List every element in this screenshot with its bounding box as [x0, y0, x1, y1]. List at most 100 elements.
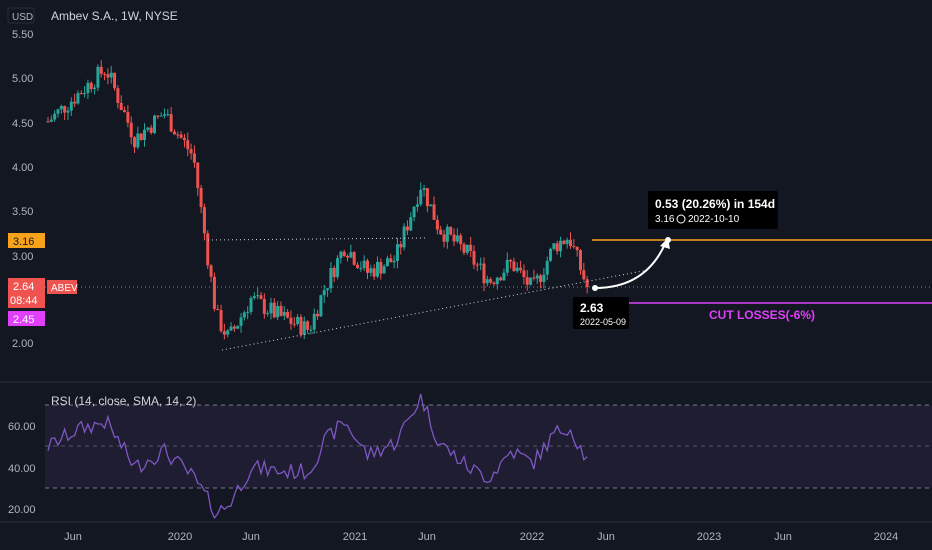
candle[interactable]	[585, 279, 589, 287]
candle[interactable]	[379, 261, 383, 274]
candle[interactable]	[529, 277, 533, 285]
candle[interactable]	[179, 134, 183, 138]
candle[interactable]	[472, 251, 476, 265]
candle[interactable]	[276, 305, 280, 318]
candle[interactable]	[356, 264, 360, 269]
candle[interactable]	[389, 258, 393, 263]
candle[interactable]	[562, 240, 566, 244]
candle[interactable]	[103, 73, 107, 75]
candle[interactable]	[485, 279, 489, 284]
candle[interactable]	[93, 87, 97, 89]
candle[interactable]	[319, 295, 323, 317]
candle[interactable]	[262, 298, 266, 314]
candle[interactable]	[69, 101, 73, 111]
candle[interactable]	[239, 317, 243, 326]
candle[interactable]	[236, 325, 240, 329]
candle[interactable]	[209, 265, 213, 277]
candle[interactable]	[339, 251, 343, 259]
candle[interactable]	[442, 234, 446, 242]
candle[interactable]	[76, 93, 80, 104]
candle[interactable]	[419, 189, 423, 205]
candle[interactable]	[279, 305, 283, 316]
candle[interactable]	[252, 296, 256, 298]
rsi-pane[interactable]: RSI (14, close, SMA, 14, 2) 60.00 40.00 …	[8, 393, 932, 520]
candle[interactable]	[149, 127, 153, 133]
candle[interactable]	[259, 295, 263, 299]
candle[interactable]	[143, 129, 147, 141]
candle[interactable]	[539, 275, 543, 282]
candle[interactable]	[192, 153, 196, 163]
candle[interactable]	[189, 149, 193, 154]
candle[interactable]	[445, 226, 449, 242]
candle[interactable]	[449, 226, 453, 235]
candle[interactable]	[515, 267, 519, 272]
candle[interactable]	[349, 252, 353, 258]
candle[interactable]	[242, 312, 246, 318]
candle[interactable]	[369, 268, 373, 273]
candle[interactable]	[542, 274, 546, 282]
candle[interactable]	[452, 234, 456, 242]
candle[interactable]	[269, 302, 273, 314]
candle[interactable]	[202, 207, 206, 234]
candle[interactable]	[519, 267, 523, 271]
candle[interactable]	[435, 219, 439, 230]
candle[interactable]	[462, 244, 466, 253]
candle[interactable]	[49, 119, 53, 122]
candle[interactable]	[226, 330, 230, 335]
candle[interactable]	[309, 329, 313, 331]
price-pane[interactable]: CUT LOSSES(-6%) 0.53 (20.26%) in 154d 3.…	[45, 60, 932, 351]
candle[interactable]	[329, 267, 333, 289]
candle[interactable]	[502, 272, 506, 281]
candle[interactable]	[66, 110, 70, 113]
candle[interactable]	[106, 74, 110, 78]
candle[interactable]	[479, 263, 483, 265]
candle[interactable]	[465, 244, 469, 253]
candle[interactable]	[133, 137, 137, 148]
resistance-line[interactable]	[207, 237, 426, 241]
candle[interactable]	[182, 137, 186, 141]
candle[interactable]	[186, 140, 190, 150]
candle[interactable]	[53, 113, 57, 120]
candle[interactable]	[555, 243, 559, 252]
candle[interactable]	[46, 121, 50, 123]
candle[interactable]	[505, 260, 509, 273]
candle[interactable]	[312, 313, 316, 330]
candle[interactable]	[342, 251, 346, 257]
candle[interactable]	[525, 277, 529, 285]
candle[interactable]	[63, 105, 67, 113]
candle[interactable]	[249, 297, 253, 312]
candle[interactable]	[59, 105, 63, 110]
candle[interactable]	[212, 276, 216, 309]
candle[interactable]	[392, 260, 396, 263]
candle[interactable]	[575, 246, 579, 251]
candle[interactable]	[365, 260, 369, 273]
candle[interactable]	[109, 72, 113, 78]
candle[interactable]	[123, 110, 127, 112]
candle[interactable]	[332, 267, 336, 278]
candle[interactable]	[206, 233, 210, 266]
rsi-line[interactable]	[47, 393, 588, 520]
candle[interactable]	[113, 72, 117, 89]
candle[interactable]	[552, 243, 556, 249]
candle[interactable]	[199, 188, 203, 208]
candle[interactable]	[166, 114, 170, 116]
candle[interactable]	[422, 188, 426, 190]
candle[interactable]	[169, 114, 173, 132]
candle[interactable]	[73, 101, 77, 104]
candle[interactable]	[116, 88, 120, 103]
candle[interactable]	[282, 312, 286, 316]
candle[interactable]	[302, 321, 306, 335]
candle[interactable]	[266, 313, 270, 315]
candle[interactable]	[372, 268, 376, 277]
candle[interactable]	[162, 114, 166, 116]
candle[interactable]	[232, 326, 236, 329]
candle[interactable]	[89, 82, 93, 89]
candle[interactable]	[382, 266, 386, 274]
candle[interactable]	[512, 261, 516, 272]
candle[interactable]	[136, 133, 140, 148]
candle[interactable]	[545, 260, 549, 275]
candle[interactable]	[532, 277, 536, 279]
candle[interactable]	[156, 115, 160, 117]
candle[interactable]	[176, 134, 180, 136]
candle[interactable]	[286, 312, 290, 318]
